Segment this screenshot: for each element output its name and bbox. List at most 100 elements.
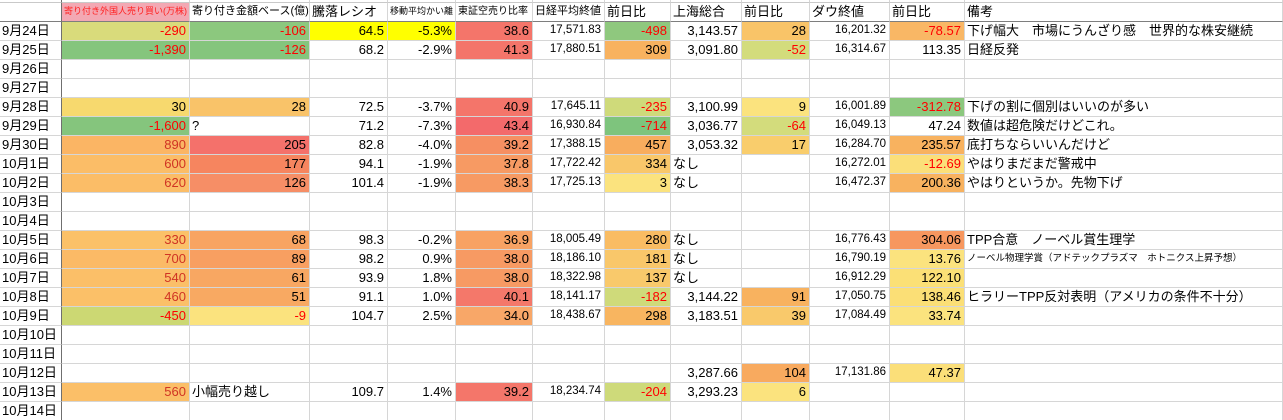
cell-date[interactable]: 10月2日 [0,174,62,193]
cell-shanghai[interactable]: 3,100.99 [671,98,742,117]
cell-shanghai_change[interactable] [742,155,810,174]
cell-shanghai_change[interactable] [742,212,810,231]
cell-dow_change[interactable]: 138.46 [890,288,965,307]
cell-ma_deviation[interactable]: -1.9% [388,174,456,193]
cell-remarks[interactable]: 下げ幅大 市場にうんざり感 世界的な株安継続 [965,22,1283,41]
header-cell-open_amount[interactable]: 寄り付き金額ベース(億) [190,3,310,22]
cell-shanghai_change[interactable] [742,193,810,212]
cell-date[interactable]: 10月13日 [0,383,62,402]
cell-ma_deviation[interactable]: 2.5% [388,307,456,326]
cell-shanghai_change[interactable]: 104 [742,364,810,383]
cell-dow_close[interactable]: 17,084.49 [810,307,890,326]
cell-updown_ratio[interactable]: 109.7 [310,383,388,402]
cell-date[interactable]: 10月9日 [0,307,62,326]
header-cell-remarks[interactable]: 備考 [965,3,1283,22]
cell-dow_change[interactable] [890,212,965,231]
cell-dow_change[interactable]: -12.69 [890,155,965,174]
cell-ma_deviation[interactable] [388,212,456,231]
cell-shanghai_change[interactable] [742,402,810,420]
cell-ma_deviation[interactable] [388,364,456,383]
cell-shanghai[interactable]: 3,183.51 [671,307,742,326]
cell-open_amount[interactable] [190,60,310,79]
cell-ma_deviation[interactable] [388,345,456,364]
cell-nikkei_change[interactable]: -235 [605,98,671,117]
cell-dow_change[interactable]: -78.57 [890,22,965,41]
cell-ma_deviation[interactable]: -1.9% [388,155,456,174]
header-cell-dow_close[interactable]: ダウ終値 [810,3,890,22]
cell-updown_ratio[interactable]: 98.2 [310,250,388,269]
cell-ma_deviation[interactable]: 0.9% [388,250,456,269]
cell-short_ratio[interactable]: 38.0 [456,250,533,269]
cell-dow_change[interactable]: -312.78 [890,98,965,117]
cell-open_amount[interactable]: 89 [190,250,310,269]
cell-dow_change[interactable]: 113.35 [890,41,965,60]
header-cell-shanghai_change[interactable]: 前日比 [742,3,810,22]
cell-dow_change[interactable] [890,79,965,98]
cell-foreign_open[interactable]: 890 [62,136,190,155]
cell-shanghai[interactable]: 3,287.66 [671,364,742,383]
cell-updown_ratio[interactable]: 93.9 [310,269,388,288]
cell-nikkei_change[interactable]: 309 [605,41,671,60]
cell-dow_change[interactable]: 122.10 [890,269,965,288]
cell-nikkei_close[interactable]: 17,645.11 [533,98,605,117]
cell-date[interactable]: 10月3日 [0,193,62,212]
cell-updown_ratio[interactable] [310,345,388,364]
cell-shanghai_change[interactable]: -52 [742,41,810,60]
cell-short_ratio[interactable]: 43.4 [456,117,533,136]
cell-dow_close[interactable]: 17,050.75 [810,288,890,307]
cell-shanghai[interactable]: 3,091.80 [671,41,742,60]
cell-shanghai[interactable] [671,345,742,364]
cell-open_amount[interactable] [190,364,310,383]
cell-updown_ratio[interactable]: 72.5 [310,98,388,117]
cell-updown_ratio[interactable]: 71.2 [310,117,388,136]
cell-dow_close[interactable] [810,79,890,98]
cell-date[interactable]: 9月24日 [0,22,62,41]
cell-remarks[interactable] [965,212,1283,231]
cell-nikkei_close[interactable] [533,326,605,345]
cell-nikkei_close[interactable]: 18,005.49 [533,231,605,250]
cell-nikkei_close[interactable]: 18,322.98 [533,269,605,288]
cell-foreign_open[interactable] [62,364,190,383]
cell-open_amount[interactable] [190,402,310,420]
cell-nikkei_change[interactable] [605,193,671,212]
cell-dow_change[interactable] [890,60,965,79]
cell-updown_ratio[interactable]: 101.4 [310,174,388,193]
cell-date[interactable]: 10月1日 [0,155,62,174]
cell-remarks[interactable]: 底打ちならいいんだけど [965,136,1283,155]
cell-remarks[interactable]: ノーベル物理学賞（アドテックプラズマ ホトニクス上昇予想） [965,250,1283,269]
cell-foreign_open[interactable]: 700 [62,250,190,269]
cell-open_amount[interactable]: 51 [190,288,310,307]
cell-nikkei_close[interactable] [533,193,605,212]
cell-ma_deviation[interactable]: -5.3% [388,22,456,41]
cell-nikkei_close[interactable]: 17,571.83 [533,22,605,41]
cell-ma_deviation[interactable]: 1.0% [388,288,456,307]
cell-shanghai_change[interactable] [742,345,810,364]
header-cell-nikkei_close[interactable]: 日経平均終値 [533,3,605,22]
cell-dow_close[interactable] [810,345,890,364]
cell-foreign_open[interactable]: 30 [62,98,190,117]
cell-nikkei_change[interactable]: -498 [605,22,671,41]
cell-ma_deviation[interactable] [388,326,456,345]
cell-nikkei_change[interactable]: -204 [605,383,671,402]
cell-date[interactable]: 10月7日 [0,269,62,288]
cell-nikkei_close[interactable]: 17,725.13 [533,174,605,193]
cell-short_ratio[interactable]: 38.6 [456,22,533,41]
cell-dow_change[interactable]: 47.24 [890,117,965,136]
cell-shanghai_change[interactable] [742,174,810,193]
cell-updown_ratio[interactable]: 104.7 [310,307,388,326]
cell-remarks[interactable]: 日経反発 [965,41,1283,60]
header-cell-nikkei_change[interactable]: 前日比 [605,3,671,22]
cell-date[interactable]: 9月26日 [0,60,62,79]
cell-shanghai[interactable]: なし [671,269,742,288]
cell-short_ratio[interactable]: 40.9 [456,98,533,117]
cell-open_amount[interactable]: 小幅売り越し [190,383,310,402]
cell-shanghai[interactable]: なし [671,155,742,174]
cell-dow_close[interactable] [810,402,890,420]
cell-date[interactable]: 10月10日 [0,326,62,345]
cell-shanghai_change[interactable]: 39 [742,307,810,326]
cell-foreign_open[interactable]: 600 [62,155,190,174]
cell-date[interactable]: 10月6日 [0,250,62,269]
cell-nikkei_change[interactable] [605,402,671,420]
cell-open_amount[interactable] [190,345,310,364]
cell-dow_change[interactable]: 200.36 [890,174,965,193]
